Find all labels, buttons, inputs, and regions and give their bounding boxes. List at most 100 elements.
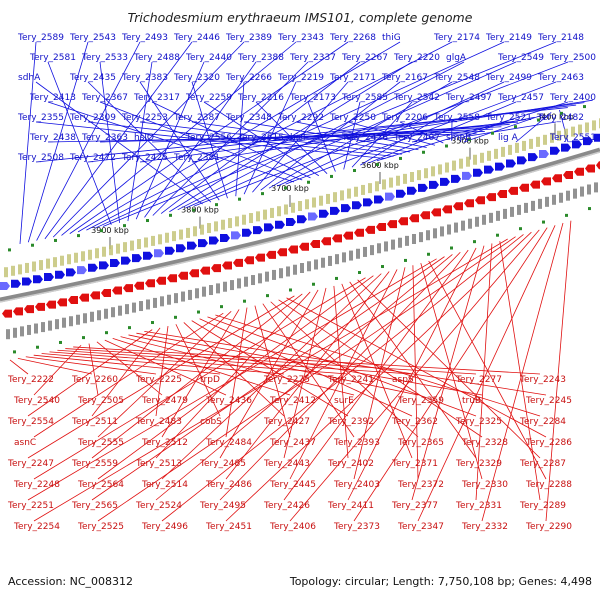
reverse-gene-arrow: [585, 164, 595, 173]
reverse-gene-label: Tery_2525: [77, 522, 124, 532]
reverse-gene-label: Tery_2277: [455, 375, 502, 385]
forward-gene-arrow: [0, 282, 10, 290]
feature-block: [438, 164, 442, 175]
feature-block: [452, 160, 456, 171]
reverse-gene-connector: [33, 354, 221, 375]
forward-gene-arrow: [198, 239, 208, 248]
reverse-gene-label: Tery_2245: [525, 396, 572, 406]
feature-block: [265, 271, 269, 282]
forward-gene-label: Tery_2167: [381, 73, 428, 83]
feature-block: [139, 301, 143, 312]
forward-gene-label: Tery_2400: [549, 93, 596, 103]
feature-block: [207, 223, 211, 234]
marker-dot: [105, 331, 108, 335]
genome-summary-text: Topology: circular; Length: 7,750,108 bp…: [289, 575, 592, 588]
reverse-gene-label: aspS: [392, 375, 414, 385]
feature-block: [538, 198, 542, 209]
forward-gene-connector: [376, 101, 569, 162]
forward-gene-label: Tery_2292: [277, 113, 324, 123]
forward-gene-connector: [35, 81, 203, 205]
feature-block: [319, 195, 323, 206]
forward-gene-arrow: [110, 258, 120, 267]
feature-block: [431, 166, 435, 177]
feature-block: [377, 243, 381, 254]
forward-gene-arrow: [77, 266, 87, 275]
feature-block: [195, 288, 199, 299]
feature-block: [531, 200, 535, 211]
feature-block: [403, 173, 407, 184]
reverse-gene-label: Tery_2287: [519, 459, 566, 469]
forward-gene-connector: [77, 41, 401, 233]
reverse-gene-label: Tery_2436: [205, 396, 252, 406]
forward-gene-label: Tery_2268: [329, 33, 376, 43]
forward-gene-connector: [87, 81, 212, 203]
forward-gene-label: Tery_2343: [277, 33, 324, 43]
marker-dot: [565, 213, 568, 217]
marker-dot: [427, 252, 430, 256]
forward-gene-connector: [399, 121, 444, 144]
feature-block: [293, 264, 297, 275]
marker-dot: [220, 305, 223, 309]
feature-block: [118, 305, 122, 316]
feature-block: [209, 285, 213, 296]
reverse-gene-connector: [254, 305, 291, 438]
reverse-gene-connector: [428, 260, 547, 480]
feature-block: [32, 261, 36, 272]
feature-block: [277, 206, 281, 217]
forward-gene-label: hisI: [290, 133, 306, 143]
forward-gene-label: Tery_2463: [537, 73, 584, 83]
feature-block: [202, 286, 206, 297]
feature-block: [447, 224, 451, 235]
forward-gene-label: Tery_2216: [237, 93, 284, 103]
feature-block: [46, 258, 50, 269]
feature-block: [81, 251, 85, 262]
forward-gene-label: sdhA: [18, 73, 41, 83]
forward-gene-arrow: [165, 246, 175, 255]
feature-block: [510, 206, 514, 217]
feature-block: [249, 213, 253, 224]
forward-gene-label: Tery_2589: [17, 33, 64, 43]
feature-block: [69, 316, 73, 327]
feature-block: [489, 212, 493, 223]
forward-gene-arrow: [220, 233, 230, 242]
forward-gene-label: Tery_2551: [549, 133, 596, 143]
feature-block: [102, 246, 106, 257]
forward-gene-arrow: [297, 215, 307, 224]
feature-block: [573, 188, 577, 199]
reverse-gene-label: Tery_2329: [455, 459, 502, 469]
reverse-gene-arrows: [2, 161, 600, 354]
reverse-gene-labels: Tery_2222 Tery_2260 Tery_2225 trpD Tery_2275…: [7, 375, 572, 532]
feature-block: [228, 218, 232, 229]
feature-block: [13, 327, 17, 338]
feature-block: [6, 329, 10, 340]
feature-block: [11, 265, 15, 276]
reverse-gene-arrow: [266, 250, 276, 259]
forward-gene-label: Tery_2387: [173, 113, 220, 123]
feature-block: [543, 134, 547, 145]
forward-gene-label: Tery_2173: [289, 93, 336, 103]
forward-gene-label: Tery_2149: [485, 33, 532, 43]
feature-block: [53, 257, 57, 268]
reverse-gene-connector: [33, 344, 82, 396]
feature-block: [258, 273, 262, 284]
feature-block: [473, 154, 477, 165]
marker-dot: [238, 197, 241, 201]
reverse-gene-label: Tery_2511: [71, 417, 118, 427]
forward-gene-arrow: [407, 186, 417, 195]
forward-gene-connector: [19, 41, 37, 244]
forward-gene-arrow: [396, 189, 406, 198]
reverse-gene-connector: [27, 295, 295, 459]
forward-gene-arrow: [44, 273, 54, 282]
feature-block: [522, 140, 526, 151]
reverse-gene-lines: [9, 220, 572, 522]
forward-gene-connector: [47, 61, 112, 225]
reverse-gene-label: Tery_2254: [13, 522, 60, 532]
forward-gene-label: Tery_2250: [329, 113, 376, 123]
scale-tick-label: 3900 kbp: [91, 226, 129, 235]
forward-gene-arrow: [242, 228, 252, 237]
reverse-gene-arrow: [365, 225, 375, 234]
forward-gene-label: Tery_2438: [29, 133, 76, 143]
forward-gene-label: Tery_2267: [341, 53, 388, 63]
marker-dot: [243, 299, 246, 303]
reverse-gene-label: Tery_2365: [397, 438, 444, 448]
